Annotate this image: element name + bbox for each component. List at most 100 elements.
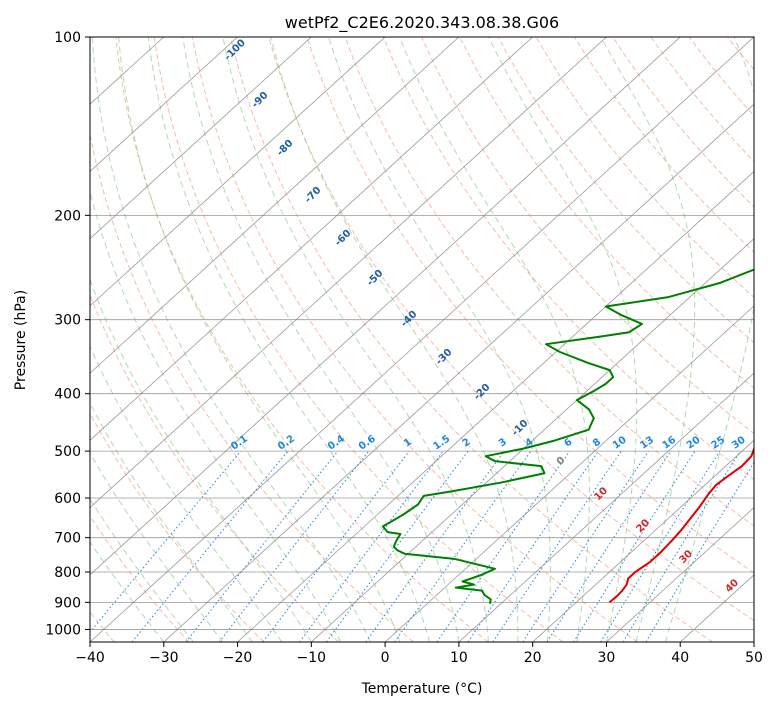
moist-adiabat-line [90, 402, 253, 642]
isotherm-line [237, 170, 754, 642]
moist-adiabat-line [90, 277, 312, 642]
y-axis-title: Pressure (hPa) [13, 290, 29, 390]
mixing-ratio-line [90, 450, 242, 633]
isotherm-line [90, 37, 681, 576]
y-tick-label: 300 [54, 313, 81, 329]
isotherm-line [163, 103, 754, 642]
moist-adiabat-line [90, 498, 194, 642]
mixing-ratio-label: 30 [730, 435, 748, 452]
mixing-ratio-label: 13 [638, 435, 656, 452]
mixing-ratio-line [299, 450, 444, 642]
mixing-ratio-label: 25 [710, 435, 728, 452]
moist-adiabat-line [182, 37, 460, 642]
mixing-ratio-label: 0.1 [229, 433, 250, 452]
dry-adiabat-line [153, 37, 564, 642]
x-tick-label: 20 [524, 650, 542, 666]
y-tick-label: 400 [54, 387, 81, 403]
mixing-ratio-label: 6 [562, 437, 574, 450]
isotherm-line [90, 37, 754, 642]
mixing-ratio-line [522, 450, 650, 642]
mixing-ratio-label: 1.5 [431, 433, 452, 452]
dry-adiabat-line [421, 37, 754, 435]
dry-adiabat-line [344, 37, 754, 527]
dry-adiabat-line [306, 37, 754, 574]
isotherm-line [384, 305, 754, 642]
moist-adiabat-line [399, 37, 590, 642]
dry-adiabat-line [726, 37, 754, 71]
mixing-ratio-line [436, 450, 571, 642]
dry-adiabat-line [612, 37, 754, 208]
dry-adiabat-label: 40 [723, 577, 741, 595]
y-tick-label: 800 [54, 565, 81, 581]
x-tick-label: −20 [223, 650, 253, 666]
dry-adiabat-label: -50 [365, 268, 386, 289]
dry-adiabat-label: 10 [592, 485, 610, 503]
mixing-ratio-line [546, 450, 672, 642]
isotherm-line [532, 439, 754, 642]
dry-adiabat-line [766, 37, 775, 642]
temperature-profile-line [608, 446, 754, 604]
dry-adiabat-line [497, 37, 754, 344]
mixing-ratio-label: 3 [497, 437, 509, 450]
x-tick-label: −30 [149, 650, 179, 666]
mixing-ratio-line [185, 450, 339, 642]
isotherm-line [90, 37, 386, 307]
mixing-ratio-label: 10 [611, 435, 629, 452]
dry-adiabat-label: 20 [634, 517, 652, 535]
dry-adiabat-label: -70 [303, 185, 324, 206]
x-axis-title: Temperature (°C) [361, 681, 483, 697]
moist-adiabat-line [90, 541, 165, 642]
moist-adiabat-line [488, 37, 638, 642]
mixing-ratio-line [131, 450, 289, 642]
y-tick-label: 1000 [45, 622, 81, 638]
mixing-ratio-line [573, 450, 696, 642]
dry-adiabat-line [230, 37, 713, 642]
y-tick-label: 200 [54, 208, 81, 224]
moist-adiabat-line [222, 37, 489, 642]
dry-adiabat-label: -30 [434, 347, 455, 368]
plot-frame [89, 36, 755, 643]
dry-adiabat-label: -100 [222, 37, 248, 63]
moist-adiabat-line [118, 37, 401, 642]
isotherm-line [90, 37, 533, 441]
dry-adiabat-label: -80 [275, 138, 296, 159]
isotherm-line [90, 37, 460, 374]
isotherm-line [311, 238, 754, 642]
dry-adiabat-label: 0 [555, 455, 568, 468]
mixing-ratio-line [600, 450, 721, 642]
moist-adiabat-line [147, 37, 430, 642]
dry-adiabat-line [574, 37, 754, 253]
mixing-ratio-label: 8 [591, 437, 603, 450]
mixing-ratio-line [622, 450, 741, 642]
mixing-ratio-label: 2 [461, 437, 473, 450]
moist-adiabat-line [90, 189, 342, 642]
mixing-ratio-line [492, 450, 622, 642]
x-tick-label: 40 [671, 650, 689, 666]
moist-adiabat-line [600, 37, 696, 642]
x-tick-label: 50 [745, 650, 763, 666]
mixing-ratio-label: 0.4 [326, 433, 347, 452]
mixing-ratio-label: 0.2 [276, 433, 297, 452]
moist-adiabat-line [328, 37, 551, 642]
x-tick-label: 30 [598, 650, 616, 666]
moist-adiabat-line [91, 37, 371, 642]
dewpoint-profile-line [381, 268, 754, 604]
dry-adiabat-line [115, 37, 489, 642]
mixing-ratio-label: 16 [661, 435, 679, 452]
x-tick-label: 10 [450, 650, 468, 666]
dry-adiabat-line [535, 37, 754, 298]
dry-adiabat-label: -20 [472, 382, 493, 403]
mixing-ratio-line [365, 450, 505, 642]
mixing-ratio-line [326, 450, 469, 642]
mixing-ratio-line [262, 450, 410, 642]
isotherm-line [90, 37, 607, 509]
isotherm-line [90, 37, 238, 172]
dry-adiabat-line [459, 37, 754, 389]
mixing-ratio-line [218, 450, 370, 642]
dry-adiabat-label: -90 [250, 90, 271, 111]
isotherm-line [606, 507, 754, 642]
x-tick-label: −10 [297, 650, 327, 666]
moist-adiabat-line [664, 37, 754, 642]
y-tick-label: 600 [54, 491, 81, 507]
